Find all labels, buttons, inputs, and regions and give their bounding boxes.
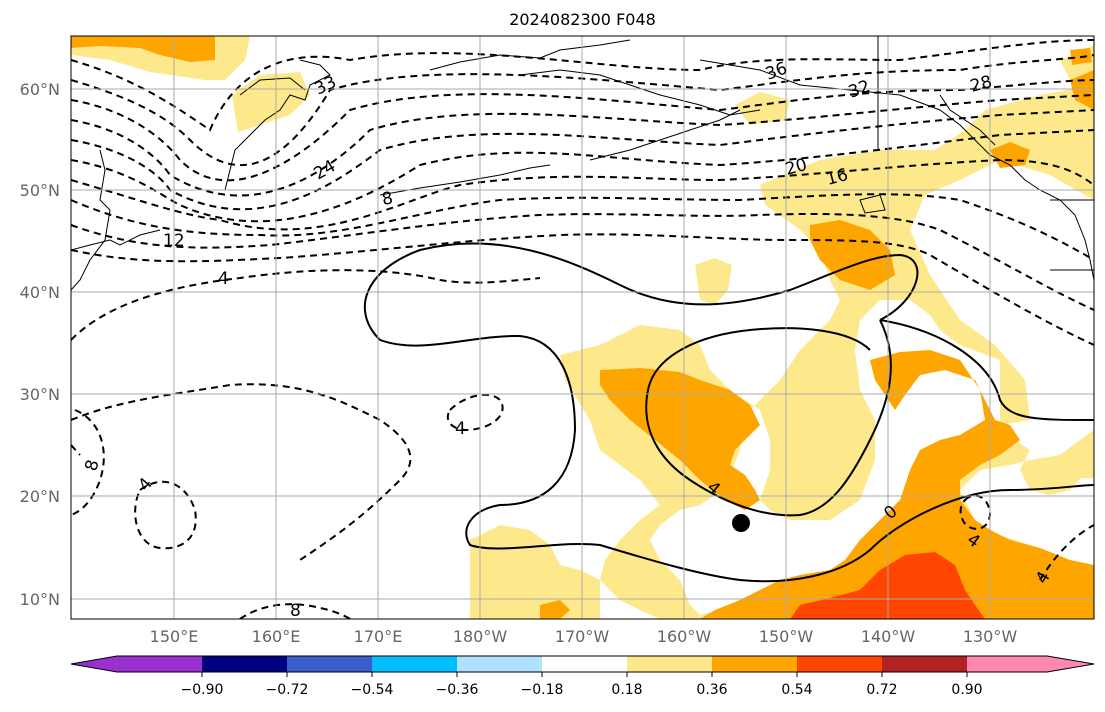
lon-label: 160°E — [252, 627, 301, 646]
colorbar-tick-label: −0.36 — [436, 682, 479, 698]
lon-label: 150°E — [150, 627, 199, 646]
contour-label: 8 — [290, 601, 301, 621]
colorbar-tick-label: 0.18 — [611, 682, 642, 698]
lon-label: 130°W — [963, 627, 1018, 646]
contour-label: 8 — [82, 458, 104, 474]
lon-label: 160°W — [657, 627, 712, 646]
colorbar: −0.90 −0.72 −0.54 −0.36 −0.18 0.18 0.36 … — [70, 655, 1095, 698]
lon-label: 180°W — [453, 627, 508, 646]
lon-label: 170°W — [555, 627, 610, 646]
lat-label: 30°N — [20, 385, 60, 404]
storm-position-marker — [732, 514, 750, 532]
colorbar-outline — [70, 655, 1095, 673]
colorbar-segment — [287, 656, 372, 672]
colorbar-segment — [202, 656, 287, 672]
colorbar-tick-label: 0.36 — [696, 682, 727, 698]
colorbar-tick-label: −0.54 — [351, 682, 394, 698]
longitude-labels: 150°E 160°E 170°E 180°W 170°W 160°W 150°… — [150, 627, 1018, 646]
map-title: 2024082300 F048 — [509, 10, 656, 29]
colorbar-tick-label: −0.90 — [181, 682, 224, 698]
colorbar-segment — [71, 656, 117, 672]
colorbar-tick-label: 0.90 — [951, 682, 982, 698]
graticule — [71, 36, 1094, 619]
colorbar-tick-label: 0.72 — [866, 682, 897, 698]
lat-label: 40°N — [20, 283, 60, 302]
lat-label: 50°N — [20, 181, 60, 200]
lat-label: 60°N — [20, 80, 60, 99]
contour-label: 8 — [380, 188, 394, 210]
contour-label: 12 — [163, 231, 185, 251]
colorbar-segment — [1047, 656, 1094, 672]
latitude-labels: 60°N 50°N 40°N 30°N 20°N 10°N — [20, 80, 60, 609]
lon-label: 140°W — [861, 627, 916, 646]
contour-label: 4 — [218, 269, 229, 289]
colorbar-segment — [542, 656, 627, 672]
colorbar-segment — [457, 656, 542, 672]
colorbar-segment — [797, 656, 882, 672]
map-frame — [70, 35, 1095, 620]
lat-label: 10°N — [20, 590, 60, 609]
dashed-contours — [71, 39, 1094, 619]
colorbar-tick-label: −0.18 — [521, 682, 564, 698]
lat-label: 20°N — [20, 487, 60, 506]
colorbar-segment — [882, 656, 967, 672]
colorbar-segment — [372, 656, 457, 672]
contour-label: 4 — [455, 419, 466, 439]
lon-label: 150°W — [759, 627, 814, 646]
colorbar-tick-label: 0.54 — [781, 682, 812, 698]
colorbar-segment — [627, 656, 712, 672]
colorbar-tick-label: −0.72 — [266, 682, 309, 698]
colorbar-segment — [712, 656, 797, 672]
lon-label: 170°E — [354, 627, 403, 646]
colorbar-segment — [967, 656, 1047, 672]
solid-contours — [363, 242, 1094, 583]
colorbar-segment — [117, 656, 202, 672]
